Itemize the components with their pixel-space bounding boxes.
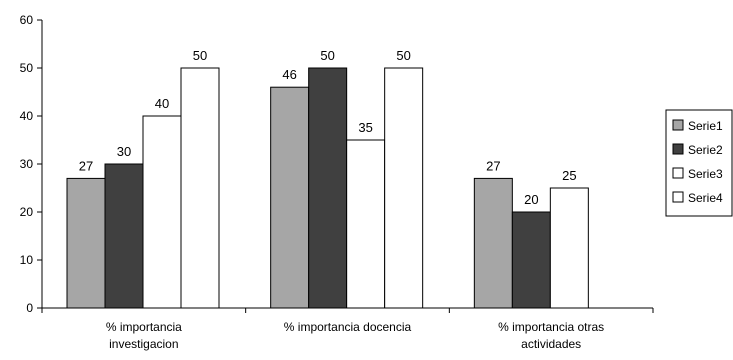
bar-serie2	[511, 211, 551, 309]
bar-serie3	[549, 187, 589, 309]
data-label: 35	[358, 120, 372, 135]
y-tick-label: 50	[20, 61, 34, 75]
bar-serie3	[142, 115, 182, 309]
data-label: 40	[155, 96, 169, 111]
data-label: 46	[282, 67, 296, 82]
y-tick-label: 10	[20, 253, 34, 267]
legend-swatch	[672, 191, 684, 203]
y-tick-label: 30	[20, 157, 34, 171]
y-tick-label: 0	[26, 301, 33, 315]
data-label: 27	[79, 158, 93, 173]
legend-swatch	[672, 167, 684, 179]
x-axis-ticks	[41, 308, 654, 313]
bars	[66, 67, 589, 309]
bar-serie4	[180, 67, 220, 309]
data-label: 50	[320, 48, 334, 63]
data-label: 20	[524, 192, 538, 207]
data-label: 50	[396, 48, 410, 63]
bar-serie1	[66, 177, 106, 309]
data-label: 50	[193, 48, 207, 63]
legend-swatch	[672, 143, 684, 155]
x-category-label: % importancia investigacion	[106, 320, 182, 351]
bar-serie4	[384, 67, 424, 309]
x-axis-labels: % importancia investigacion % importancia …	[106, 320, 604, 351]
legend-swatch	[672, 119, 684, 131]
bar-serie2	[308, 67, 348, 309]
bar-serie2	[104, 163, 144, 309]
x-category-label: % importancia otras actividades	[498, 320, 604, 351]
bar-serie3	[346, 139, 386, 309]
data-label: 27	[486, 158, 500, 173]
data-label: 30	[117, 144, 131, 159]
y-tick-label: 60	[20, 13, 34, 27]
y-axis-ticks: 0 10 20 30 40 50 60	[20, 13, 42, 315]
legend-label: Serie4	[688, 191, 723, 205]
legend-label: Serie3	[688, 167, 723, 181]
y-tick-label: 20	[20, 205, 34, 219]
legend: Serie1 Serie2 Serie3 Serie4	[665, 109, 733, 217]
data-label: 25	[562, 168, 576, 183]
y-tick-label: 40	[20, 109, 34, 123]
data-labels: 27 30 40 50 46 50 35 50 27 20 25	[79, 48, 577, 207]
bar-serie1	[473, 177, 513, 309]
x-category-label: % importancia docencia	[284, 320, 412, 334]
bar-serie1	[270, 86, 310, 309]
legend-label: Serie2	[688, 143, 723, 157]
legend-label: Serie1	[688, 119, 723, 133]
